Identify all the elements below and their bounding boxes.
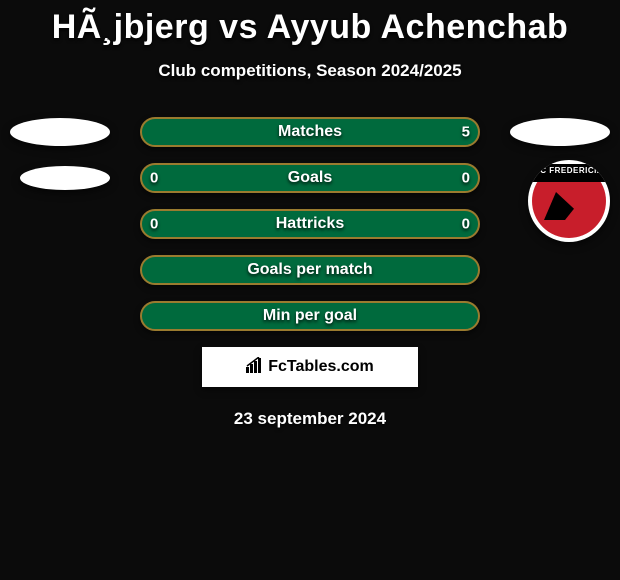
stat-row: Goals per match — [0, 255, 620, 285]
brand-text: FcTables.com — [268, 358, 374, 376]
stat-left-value: 0 — [150, 216, 158, 233]
ellipse-icon — [10, 118, 110, 146]
club-logo-text: FC FREDERICIA — [532, 166, 606, 175]
stat-row: 0 Hattricks 0 — [0, 209, 620, 239]
subtitle: Club competitions, Season 2024/2025 — [0, 61, 620, 81]
stat-right-value: 0 — [462, 170, 470, 187]
stat-label: Min per goal — [263, 307, 357, 325]
stat-bar: Goals per match — [140, 255, 480, 285]
stat-label: Goals — [288, 169, 332, 187]
stat-bar: Min per goal — [140, 301, 480, 331]
stat-label: Hattricks — [276, 215, 344, 233]
stat-bar: Matches 5 — [140, 117, 480, 147]
ellipse-icon — [510, 118, 610, 146]
stat-bar: 0 Goals 0 — [140, 163, 480, 193]
comparison-grid: Matches 5 0 Goals 0 FC FREDERICIA 0 Ha — [0, 117, 620, 429]
brand-label: FcTables.com — [246, 357, 374, 378]
ellipse-icon — [20, 166, 110, 190]
page-title: HÃ¸jbjerg vs Ayyub Achenchab — [0, 0, 620, 47]
stat-right-value: 5 — [462, 124, 470, 141]
stat-row: 0 Goals 0 FC FREDERICIA — [0, 163, 620, 193]
stat-row: Matches 5 — [0, 117, 620, 147]
stat-label: Goals per match — [247, 261, 372, 279]
right-team-badge — [510, 118, 610, 146]
stat-bar: 0 Hattricks 0 — [140, 209, 480, 239]
date-label: 23 september 2024 — [0, 409, 620, 429]
stat-row: Min per goal — [0, 301, 620, 331]
stat-left-value: 0 — [150, 170, 158, 187]
stat-label: Matches — [278, 123, 342, 141]
bar-chart-icon — [246, 357, 266, 378]
left-team-badge — [20, 166, 110, 190]
brand-box: FcTables.com — [202, 347, 418, 387]
left-team-badge — [10, 118, 110, 146]
stat-right-value: 0 — [462, 216, 470, 233]
